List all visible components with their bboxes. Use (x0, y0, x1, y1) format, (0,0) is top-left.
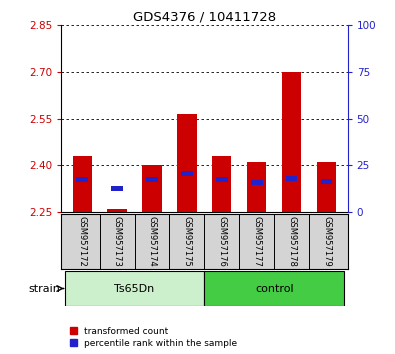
Bar (177, 114, 197, 212)
Bar (247, 162, 266, 212)
Bar (146, 177, 158, 182)
Text: strain: strain (29, 284, 60, 293)
Text: GSM957176: GSM957176 (217, 216, 226, 267)
Text: Ts65Dn: Ts65Dn (115, 284, 155, 293)
Bar (282, 72, 301, 212)
Bar (321, 179, 333, 184)
Text: GSM957177: GSM957177 (252, 216, 261, 267)
Text: GSM957179: GSM957179 (322, 216, 331, 267)
Text: control: control (255, 284, 293, 293)
Legend: transformed count, percentile rank within the sample: transformed count, percentile rank withi… (70, 327, 237, 348)
Bar (76, 177, 88, 182)
Bar (111, 187, 123, 192)
Bar (65, 271, 205, 306)
Bar (73, 156, 92, 212)
Text: GSM957172: GSM957172 (78, 216, 87, 267)
Text: GSM957173: GSM957173 (113, 216, 122, 267)
Bar (251, 180, 263, 185)
Bar (205, 271, 344, 306)
Bar (212, 156, 231, 212)
Bar (143, 166, 162, 212)
Text: GSM957178: GSM957178 (287, 216, 296, 267)
Bar (216, 177, 228, 182)
Bar (286, 176, 297, 181)
Bar (107, 209, 127, 212)
Bar (181, 171, 193, 176)
Bar (317, 162, 336, 212)
Text: GSM957174: GSM957174 (147, 216, 156, 267)
Title: GDS4376 / 10411728: GDS4376 / 10411728 (133, 11, 276, 24)
Text: GSM957175: GSM957175 (182, 216, 192, 267)
